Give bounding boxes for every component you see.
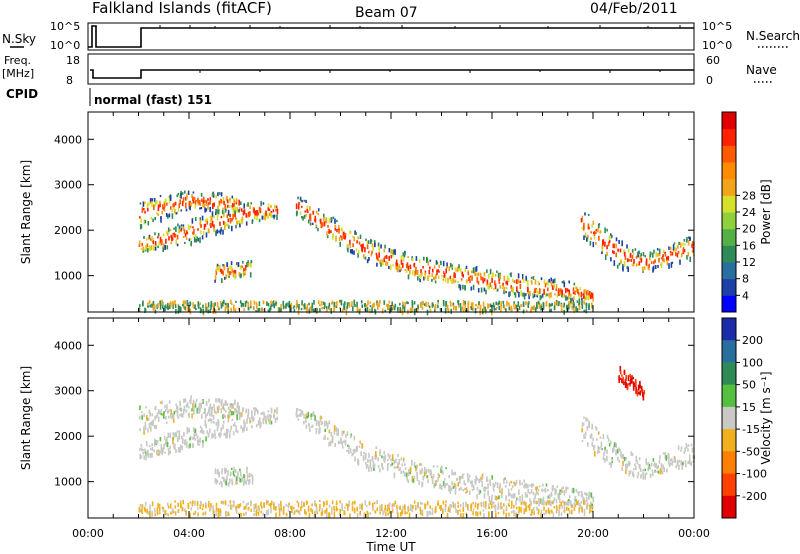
power-colorbar-tick-label-6: 28: [742, 189, 756, 202]
xtick-label-2: 08:00: [274, 527, 306, 540]
beam-label: Beam 07: [355, 5, 418, 21]
power-colorbar-tick-label-4: 20: [742, 223, 756, 236]
x-axis-label: Time UT: [365, 540, 416, 554]
power-colorbar-tick-label-0: 4: [742, 289, 749, 302]
power-colorbar-segment-4: [722, 228, 736, 246]
velocity-panel: 1000 2000 3000 4000 00:00 04:00 08:00 12:00 16:…: [19, 317, 773, 554]
velocity-colorbar-segment-8: [722, 495, 736, 519]
cpid-mode: normal (fast) 151: [94, 93, 212, 107]
velocity-colorbar-segment-3: [722, 384, 736, 408]
velocity-colorbar-label: Velocity [m s⁻¹]: [759, 371, 773, 464]
nave-tick-top: 60: [706, 54, 720, 67]
power-y-ticks: 1000 2000 3000 4000: [54, 112, 695, 312]
power-colorbar-tick-label-1: 8: [742, 273, 749, 286]
velocity-colorbar-segment-2: [722, 362, 736, 386]
nsky-panel: N.Sky 10^5 10^0 10^5 10^0 N.Search: [2, 20, 800, 52]
velocity-y-ticks: 1000 2000 3000 4000: [54, 339, 694, 489]
velocity-colorbar-segment-0: [722, 318, 736, 341]
velocity-colorbar-tick-label-0: 200: [742, 334, 763, 347]
nsearch-label: N.Search: [746, 29, 800, 43]
nave-tick-bottom: 0: [706, 74, 713, 87]
velocity-ytick-label-0: 1000: [54, 476, 82, 489]
nsky-tick-bottom: 10^0: [50, 39, 80, 52]
velocity-ytick-label-1: 2000: [54, 430, 82, 443]
power-colorbar-tick-label-3: 16: [742, 239, 756, 252]
xtick-label-1: 04:00: [173, 527, 205, 540]
velocity-colorbar-segment-5: [722, 429, 736, 452]
velocity-colorbar-tick-label-3: 15: [742, 401, 756, 414]
velocity-colorbar: 200 100 50 15 -15 -50 -100 -200: [721, 317, 767, 519]
power-colorbar-label: Power [dB]: [759, 179, 773, 244]
nsky-label: N.Sky: [2, 32, 36, 46]
freq-panel: Freq. [MHz] 18 8 60 0 Nave: [2, 53, 777, 87]
velocity-colorbar-tick-label-2: 50: [742, 379, 756, 392]
nsearch-tick-top: 10^5: [702, 20, 732, 33]
velocity-colorbar-tick-label-5: -50: [742, 445, 760, 458]
freq-label: Freq.: [4, 54, 31, 67]
nsky-frame: [87, 22, 695, 51]
nsky-tick-top: 10^5: [50, 20, 80, 33]
power-ytick-label-1: 2000: [54, 224, 82, 237]
freq-trace: [90, 69, 694, 79]
xtick-label-6: 00:00: [678, 527, 710, 540]
power-colorbar-tick-label-5: 24: [742, 206, 756, 219]
xtick-label-4: 16:00: [476, 527, 508, 540]
power-plot-bg: [88, 112, 694, 312]
velocity-y-axis-label: Slant Range [km]: [19, 366, 33, 470]
power-colorbar-segment-11: [722, 112, 736, 130]
power-colorbar-segment-9: [722, 145, 736, 163]
velocity-colorbar-segment-4: [722, 406, 736, 430]
time-x-ticks: 00:00 04:00 08:00 12:00 16:00 20:00 00:00: [72, 318, 710, 540]
power-y-axis-label: Slant Range [km]: [19, 160, 33, 264]
power-colorbar-segment-8: [722, 162, 736, 180]
power-panel: 1000 2000 3000 4000 Slant Range [km] 4 8 12 16…: [19, 111, 773, 316]
velocity-colorbar-tick-label-6: -100: [742, 468, 767, 481]
power-ytick-label-2: 3000: [54, 179, 82, 192]
cpid-label: CPID: [6, 87, 38, 101]
velocity-colorbar-segment-1: [722, 340, 736, 363]
velocity-ytick-label-2: 3000: [54, 385, 82, 398]
nsky-trace: [88, 25, 694, 48]
plot-title: Falkland Islands (fitACF): [92, 0, 272, 17]
velocity-colorbar-tick-label-4: -15: [742, 423, 760, 436]
power-data-layer: [138, 190, 695, 316]
velocity-colorbar-frame: [721, 317, 737, 519]
nave-label: Nave: [746, 63, 777, 77]
velocity-colorbar-tick-label-1: 100: [742, 356, 763, 369]
power-colorbar-segment-3: [722, 245, 736, 263]
xtick-label-0: 00:00: [72, 527, 104, 540]
velocity-ytick-label-3: 4000: [54, 339, 82, 352]
velocity-data-layer: [138, 365, 695, 519]
freq-frame: [87, 53, 695, 85]
xtick-label-5: 20:00: [577, 527, 609, 540]
power-colorbar-segment-0: [722, 295, 736, 313]
power-colorbar: 4 8 12 16 20 24 28: [721, 111, 756, 313]
power-colorbar-segment-1: [722, 278, 736, 296]
power-colorbar-segment-10: [722, 128, 736, 146]
freq-spikes: [199, 70, 661, 73]
velocity-colorbar-segment-7: [722, 473, 736, 497]
power-ytick-label-3: 4000: [54, 133, 82, 146]
power-ytick-label-0: 1000: [54, 270, 82, 283]
power-colorbar-segment-7: [722, 178, 736, 196]
freq-tick-top: 18: [66, 54, 80, 67]
power-colorbar-tick-label-2: 12: [742, 256, 756, 269]
cpid-panel: CPID normal (fast) 151: [6, 87, 212, 107]
velocity-colorbar-tick-label-7: -200: [742, 490, 767, 503]
xtick-label-3: 12:00: [375, 527, 407, 540]
freq-tick-bottom: 8: [66, 74, 73, 87]
power-colorbar-segment-6: [722, 195, 736, 213]
velocity-colorbar-segment-6: [722, 451, 736, 475]
nsky-spikes: [159, 25, 681, 28]
date-label: 04/Feb/2011: [590, 1, 678, 17]
freq-unit-label: [MHz]: [2, 67, 34, 80]
power-colorbar-segment-2: [722, 262, 736, 280]
power-colorbar-segment-5: [722, 212, 736, 230]
nsearch-tick-bottom: 10^0: [702, 39, 732, 52]
